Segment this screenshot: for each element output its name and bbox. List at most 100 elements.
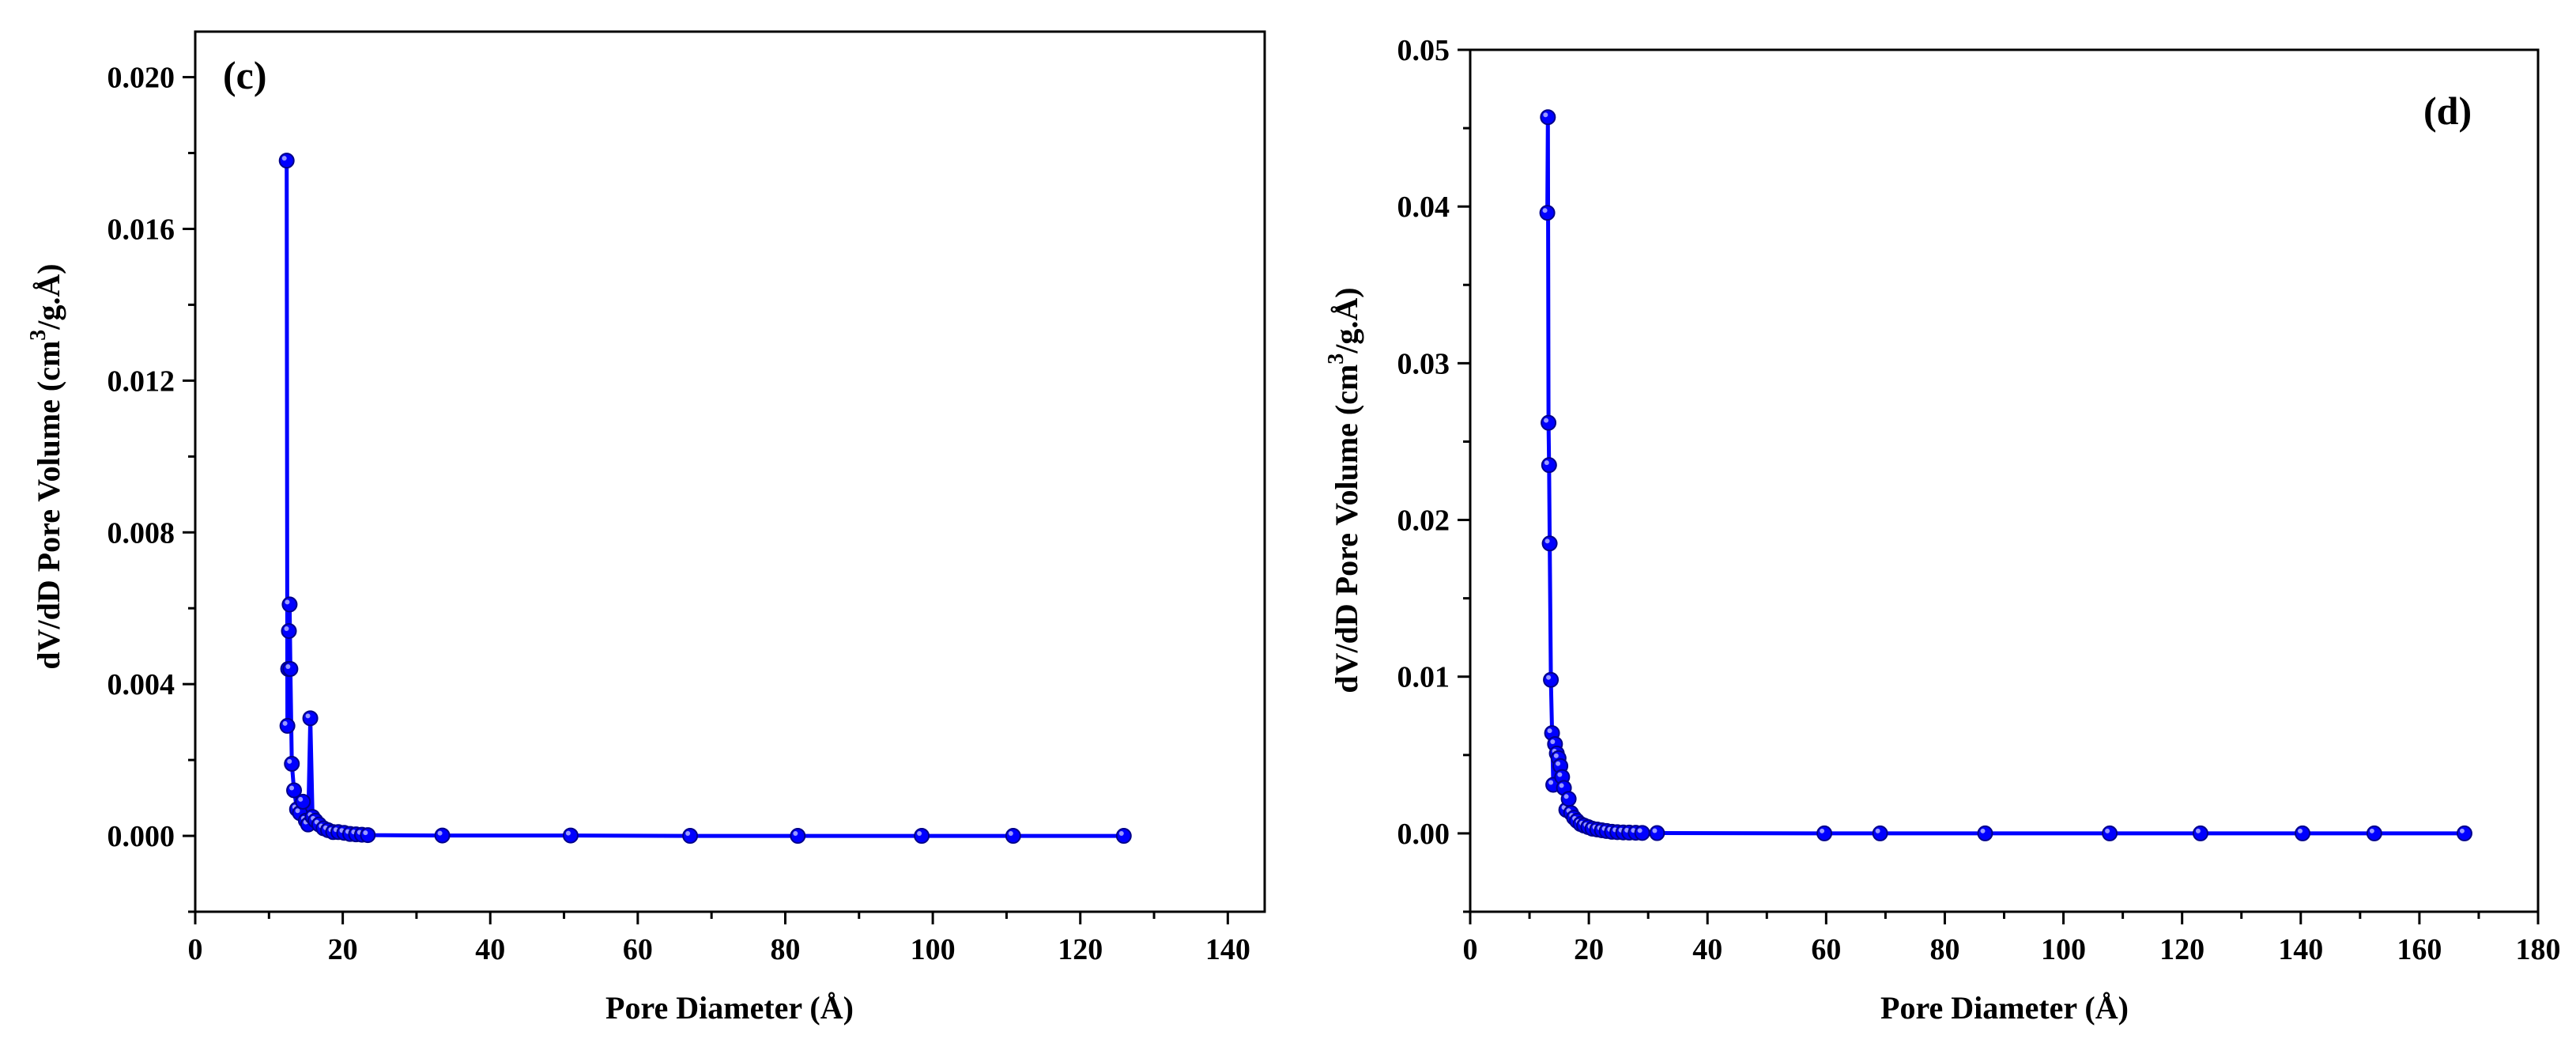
x-tick-label: 180	[2516, 933, 2561, 966]
y-tick-label: 0.02	[1397, 504, 1450, 538]
data-point	[1872, 825, 1888, 841]
data-point	[914, 828, 930, 845]
x-tick-label: 160	[2397, 933, 2442, 966]
data-point	[682, 828, 699, 845]
data-point-highlight	[1559, 783, 1564, 788]
data-point-highlight	[1550, 739, 1556, 744]
data-point-highlight	[1546, 675, 1552, 680]
data-point	[562, 827, 579, 844]
data-point	[2295, 825, 2311, 841]
data-point-highlight	[1542, 208, 1548, 214]
data-point-highlight	[1980, 828, 1986, 833]
y-tick-label: 0.004	[107, 668, 175, 701]
data-point	[1005, 828, 1021, 845]
x-tick-label: 100	[2041, 933, 2086, 966]
data-point-highlight	[437, 830, 443, 836]
data-point	[281, 622, 297, 639]
x-tick-label: 20	[328, 933, 358, 966]
data-point	[282, 660, 299, 677]
data-point-highlight	[1637, 828, 1643, 833]
data-point-highlight	[2195, 828, 2201, 833]
data-point	[1540, 109, 1556, 126]
data-point-highlight	[363, 830, 368, 836]
data-point-highlight	[1544, 460, 1549, 466]
data-point	[281, 596, 298, 613]
y-tick-label: 0.01	[1397, 661, 1450, 694]
data-point-highlight	[1556, 761, 1561, 766]
y-tick-label: 0.04	[1397, 191, 1450, 224]
data-point-highlight	[1563, 794, 1569, 799]
data-point-highlight	[1875, 828, 1880, 833]
x-tick-label: 60	[623, 933, 653, 966]
data-point-highlight	[1557, 772, 1563, 777]
chart-panel-d: (d) Pore Diameter (Å) dV/dD Pore Volume …	[1324, 34, 2561, 1026]
data-point-highlight	[1544, 539, 1550, 544]
data-point-highlight	[1118, 831, 1124, 837]
data-point-highlight	[917, 831, 922, 837]
data-point	[279, 717, 296, 734]
x-tick-label: 40	[1692, 933, 1722, 966]
y-tick-label: 0.012	[107, 365, 175, 398]
data-point-highlight	[2369, 828, 2374, 833]
y-tick-label: 0.03	[1397, 347, 1450, 380]
data-point-highlight	[295, 808, 300, 814]
x-tick-label: 0	[1463, 933, 1478, 966]
data-point-highlight	[1553, 753, 1559, 758]
data-point-highlight	[565, 830, 571, 836]
panel-label: (d)	[2423, 89, 2472, 133]
y-axis-title: dV/dD Pore Volume (cm3/g.Å)	[1324, 287, 1364, 693]
data-point	[1977, 825, 1993, 841]
data-point	[1634, 825, 1650, 841]
x-axis-title: Pore Diameter (Å)	[605, 990, 854, 1026]
panel-label: (c)	[223, 53, 267, 97]
data-point-highlight	[287, 758, 292, 764]
data-point	[1541, 414, 1557, 431]
x-tick-label: 60	[1811, 933, 1841, 966]
data-point-highlight	[685, 831, 691, 837]
y-tick-label: 0.008	[107, 516, 175, 550]
data-point	[2192, 825, 2208, 841]
data-point-highlight	[305, 713, 311, 719]
data-point	[1541, 535, 1558, 552]
x-tick-label: 140	[1205, 933, 1250, 966]
data-point-highlight	[1544, 418, 1549, 423]
data-point-highlight	[2459, 828, 2465, 833]
data-point-highlight	[281, 156, 287, 161]
data-point	[2456, 825, 2472, 841]
data-point	[2366, 825, 2382, 841]
data-point	[790, 828, 806, 845]
data-point-highlight	[282, 720, 288, 726]
y-tick-label: 0.000	[107, 820, 175, 853]
y-tick-label: 0.00	[1397, 818, 1450, 851]
chart-panel-c: (c) Pore Diameter (Å) dV/dD Pore Volume …	[26, 30, 1266, 1026]
x-tick-label: 140	[2278, 933, 2323, 966]
x-tick-label: 40	[475, 933, 505, 966]
data-point	[1560, 791, 1577, 807]
data-point-highlight	[1008, 831, 1013, 837]
y-tick-label: 0.05	[1397, 34, 1450, 67]
data-point	[1649, 825, 1665, 841]
x-tick-label: 120	[2159, 933, 2204, 966]
data-point	[302, 710, 319, 727]
data-point	[1115, 828, 1132, 845]
data-point	[1539, 205, 1556, 221]
data-point	[434, 827, 451, 844]
data-point	[284, 755, 300, 772]
data-point-highlight	[1652, 828, 1658, 833]
x-tick-label: 120	[1058, 933, 1103, 966]
data-point	[1816, 825, 1833, 841]
y-tick-label: 0.016	[107, 213, 175, 246]
data-point	[295, 793, 311, 810]
x-tick-label: 80	[1929, 933, 1959, 966]
data-point	[278, 153, 295, 169]
y-axis-title: dV/dD Pore Volume (cm3/g.Å)	[26, 263, 66, 669]
data-point-highlight	[793, 831, 798, 837]
plot-frame	[194, 30, 1266, 913]
data-point-highlight	[1548, 780, 1554, 785]
data-point-highlight	[285, 599, 290, 605]
data-point-highlight	[1820, 828, 1825, 833]
data-point	[360, 827, 376, 844]
data-point-highlight	[284, 625, 289, 631]
x-tick-label: 0	[188, 933, 203, 966]
